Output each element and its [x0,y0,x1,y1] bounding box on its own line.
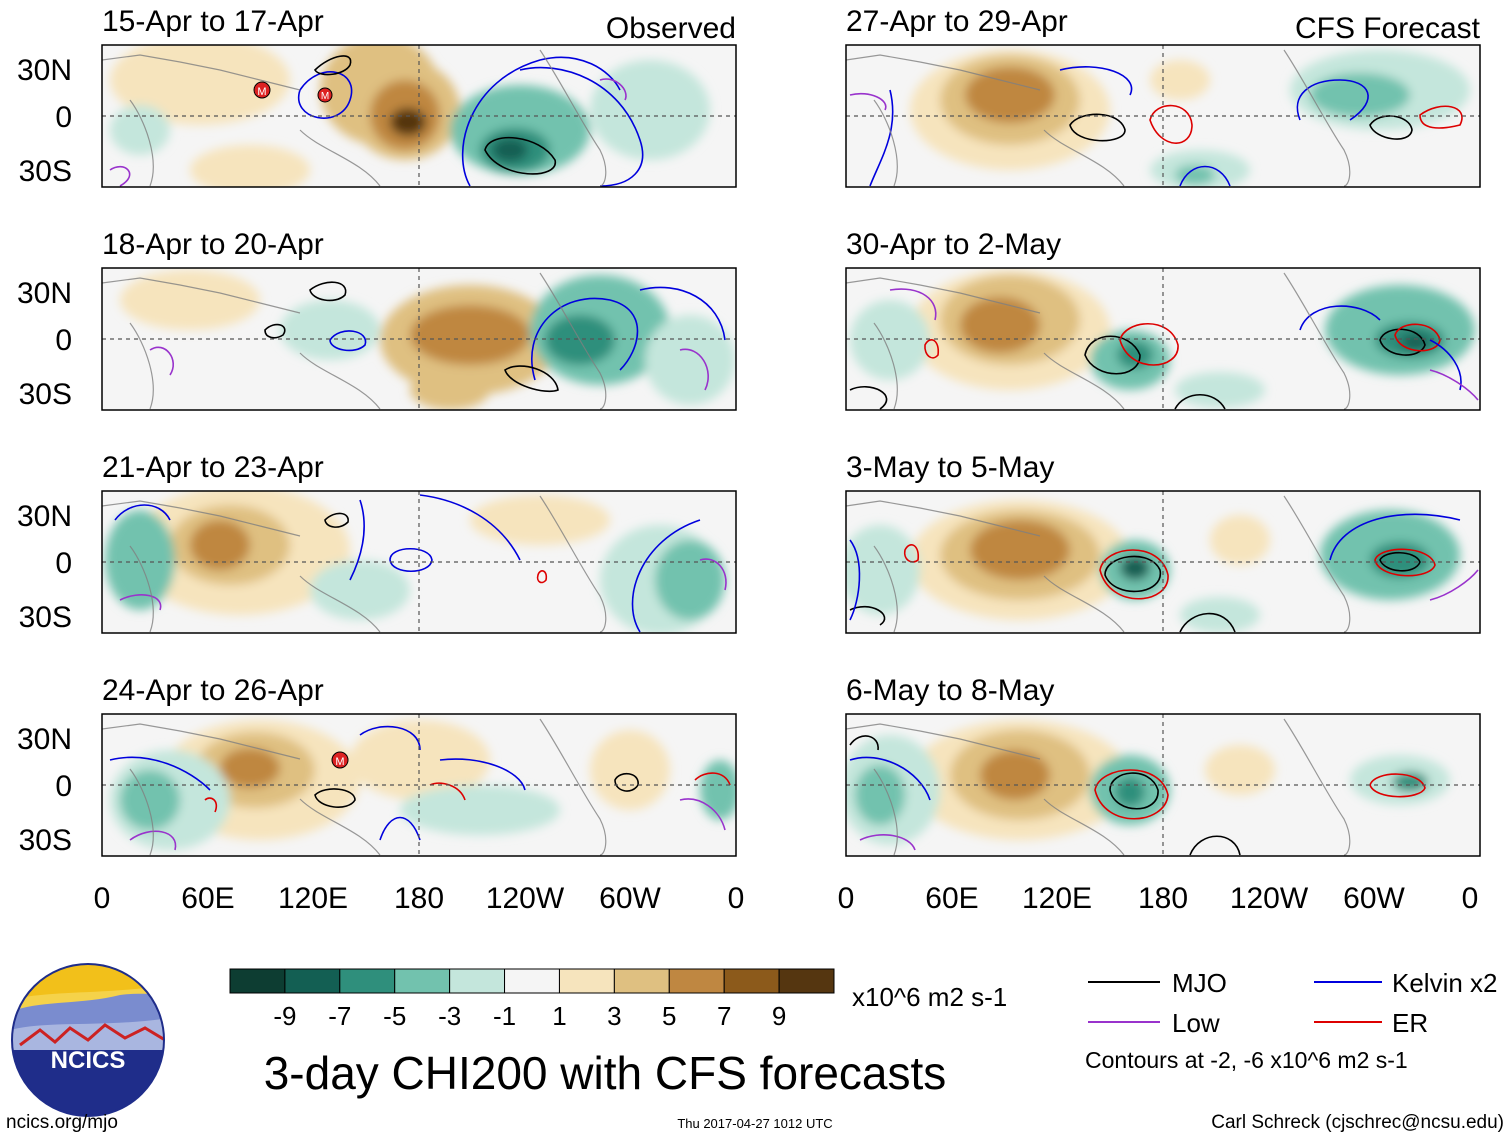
lat-tick: 30S [19,155,72,188]
legend-label: Low [1172,1008,1220,1038]
lat-tick: 0 [55,324,72,357]
map-frame [101,490,737,634]
colorbar-label: -5 [383,1001,406,1031]
contours-note: Contours at -2, -6 x10^6 m2 s-1 [1085,1047,1408,1073]
colorbar-swatch [668,968,725,994]
lon-tick: 60W [1343,882,1405,915]
lat-tick: 30N [17,277,72,310]
lat-tick: 0 [55,770,72,803]
lon-tick: 120E [1022,882,1092,915]
panel-8: 6-May to 8-May [845,674,1481,857]
map-field [102,714,736,856]
lat-tick: 0 [55,547,72,580]
colorbar: -9 -7 -5 -3 -1 1 3 5 7 9 [229,968,835,1031]
colorbar-swatch [339,968,396,994]
colorbar-label: -3 [438,1001,461,1031]
lat-axis-left: 30N 0 30S 30N 0 30S 30N 0 30S 30N 0 30S [17,54,72,857]
panel-5: 21-Apr to 23-Apr [101,451,737,634]
panel-3: 18-Apr to 20-Apr [101,228,737,411]
colorbar-label: 3 [607,1001,621,1031]
storm-marker-icon [253,81,271,99]
panel-title: 24-Apr to 26-Apr [102,674,324,707]
figure-title: 3-day CHI200 with CFS forecasts [264,1047,947,1099]
lat-tick: 30S [19,601,72,634]
panel-title: 21-Apr to 23-Apr [102,451,324,484]
panel-1: 15-Apr to 17-Apr Observed [101,5,737,188]
storm-marker-icon [331,751,349,769]
map-frame [845,713,1481,857]
map-frame [101,267,737,411]
lon-tick: 0 [838,882,855,915]
storm-marker-label: M [321,91,329,102]
lon-tick: 180 [1138,882,1188,915]
colorbar-swatch [778,968,835,994]
map-frame [101,713,737,857]
colorbar-swatch [723,968,780,994]
colorbar-swatch [449,968,506,994]
contour-legend: MJO Kelvin x2 Low ER Contours at -2, -6 … [1085,968,1498,1073]
colorbar-label: -9 [273,1001,296,1031]
colorbar-label: 1 [552,1001,566,1031]
lon-tick: 0 [728,882,745,915]
panel-4: 30-Apr to 2-May [845,228,1481,411]
lon-tick: 0 [94,882,111,915]
lat-tick: 30S [19,378,72,411]
lon-axis-right: 0 60E 120E 180 120W 60W 0 [838,882,1479,915]
ncics-logo: NCICS [11,963,165,1117]
colorbar-label: -7 [328,1001,351,1031]
panel-title: 18-Apr to 20-Apr [102,228,324,261]
lon-tick: 60E [925,882,978,915]
footer-url: ncics.org/mjo [6,1112,118,1133]
panel-title: 30-Apr to 2-May [846,228,1061,261]
panel-title: 27-Apr to 29-Apr [846,5,1068,38]
legend-label: ER [1392,1008,1428,1038]
storm-marker-icon [317,87,333,103]
colorbar-swatch [394,968,451,994]
map-frame [845,267,1481,411]
colorbar-swatch [229,968,286,994]
lon-tick: 120E [278,882,348,915]
lon-tick: 120W [1230,882,1309,915]
panel-title: 3-May to 5-May [846,451,1054,484]
legend-label: MJO [1172,968,1227,998]
colorbar-swatch [558,968,615,994]
lat-tick: 30N [17,723,72,756]
map-frame [845,490,1481,634]
logo-text: NCICS [51,1047,126,1074]
panel-title: 6-May to 8-May [846,674,1054,707]
panel-tag: Observed [606,12,736,45]
panel-title: 15-Apr to 17-Apr [102,5,324,38]
footer-timestamp: Thu 2017-04-27 1012 UTC [677,1116,832,1131]
colorbar-label: 9 [772,1001,786,1031]
lon-tick: 120W [486,882,565,915]
map-frame [845,44,1481,188]
panel-7: 24-Apr to 26-Apr [101,674,737,857]
map-frame [101,44,737,188]
colorbar-swatch [504,968,560,994]
storm-marker-label: M [335,756,344,768]
colorbar-units: x10^6 m2 s-1 [852,982,1007,1012]
lon-tick: 60W [599,882,661,915]
panel-6: 3-May to 5-May [845,451,1481,634]
colorbar-label: -1 [493,1001,516,1031]
lon-tick: 60E [181,882,234,915]
footer-author: Carl Schreck (cjschrec@ncsu.edu) [1211,1112,1504,1133]
lat-tick: 30S [19,824,72,857]
lat-tick: 30N [17,500,72,533]
colorbar-swatch [613,968,670,994]
panel-2: 27-Apr to 29-Apr CFS Forecast [845,5,1481,188]
colorbar-label: 5 [662,1001,676,1031]
legend-label: Kelvin x2 [1392,968,1498,998]
map-field [102,45,736,187]
lon-tick: 0 [1462,882,1479,915]
lon-tick: 180 [394,882,444,915]
colorbar-swatch [284,968,341,994]
panel-tag: CFS Forecast [1295,12,1481,45]
lat-tick: 30N [17,54,72,87]
lon-axis-left: 0 60E 120E 180 120W 60W 0 [94,882,745,915]
lat-tick: 0 [55,101,72,134]
storm-marker-label: M [257,86,266,98]
colorbar-label: 7 [717,1001,731,1031]
